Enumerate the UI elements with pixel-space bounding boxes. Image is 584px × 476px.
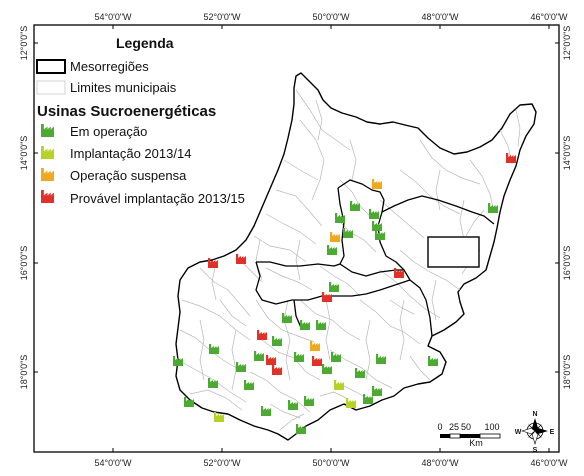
compass-rose-icon: N S E W	[515, 411, 555, 454]
top-tick-label: 48°0'0"W	[421, 12, 459, 22]
legend-category-label: Em operação	[70, 124, 147, 139]
bottom-tick-label: 52°0'0"W	[203, 458, 241, 468]
left-tick-label: 16°0'0"S	[19, 246, 29, 281]
legend-municipal-label: Limites municipais	[70, 80, 177, 95]
right-tick-label: 16°0'0"S	[562, 246, 572, 281]
scale-label: 100	[484, 422, 499, 432]
scale-label: 50	[461, 422, 471, 432]
scale-unit: Km	[469, 438, 483, 448]
bottom-tick-label: 46°0'0"W	[530, 458, 568, 468]
legend-mesoregion-label: Mesorregiões	[70, 59, 149, 74]
right-tick-label: 14°0'0"S	[562, 136, 572, 171]
left-tick-label: 18°0'0"S	[19, 355, 29, 390]
left-tick-label: 14°0'0"S	[19, 136, 29, 171]
distrito-federal	[427, 236, 480, 268]
legend-plants-title: Usinas Sucroenergéticas	[37, 103, 216, 120]
legend-category-label: Implantação 2013/14	[70, 146, 191, 161]
legend-category-label: Provável implantação 2013/15	[70, 191, 245, 206]
state-outline	[175, 72, 537, 441]
scale-bar: 0 25 50 100 Km	[437, 422, 501, 448]
right-tick-label: 18°0'0"S	[562, 355, 572, 390]
legend-mesoregion-swatch	[36, 59, 66, 74]
bottom-tick-label: 54°0'0"W	[94, 458, 132, 468]
scale-label: 25	[449, 422, 459, 432]
scale-label: 0	[437, 422, 442, 432]
legend-category-label: Operação suspensa	[70, 168, 187, 183]
left-tick-label: 12°0'0"S	[19, 26, 29, 61]
compass-west-label: W	[515, 429, 522, 436]
top-tick-label: 46°0'0"W	[530, 12, 568, 22]
legend: Legenda Mesorregiões Limites municipais …	[36, 35, 245, 206]
top-tick-label: 52°0'0"W	[203, 12, 241, 22]
top-tick-label: 54°0'0"W	[94, 12, 132, 22]
legend-title: Legenda	[116, 35, 174, 51]
top-tick-label: 50°0'0"W	[312, 12, 350, 22]
legend-municipal-swatch	[36, 80, 66, 95]
right-tick-label: 12°0'0"S	[562, 26, 572, 61]
compass-north-label: N	[532, 411, 537, 418]
compass-south-label: S	[533, 447, 538, 454]
graticule-ticks	[34, 25, 559, 452]
compass-east-label: E	[550, 429, 555, 436]
bottom-tick-label: 50°0'0"W	[312, 458, 350, 468]
bottom-tick-label: 48°0'0"W	[421, 458, 459, 468]
